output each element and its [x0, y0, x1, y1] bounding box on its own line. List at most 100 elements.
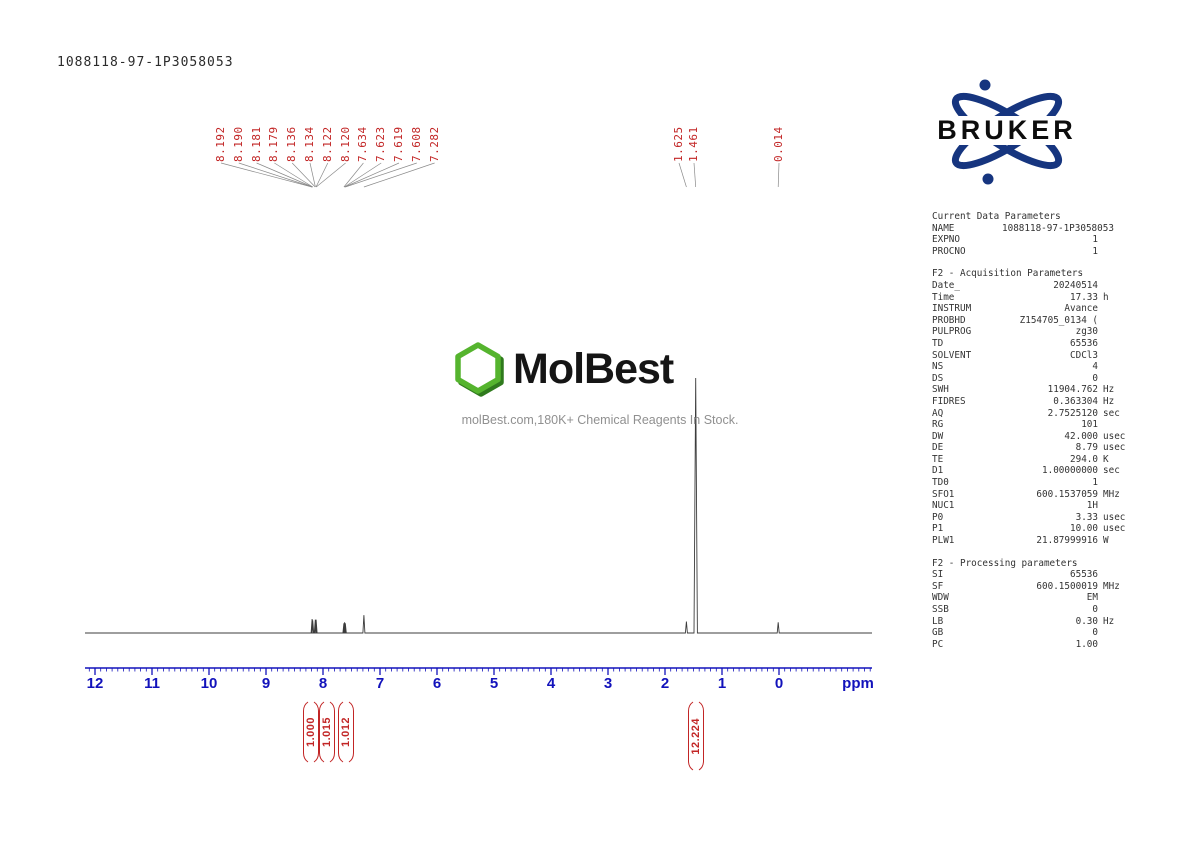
param-label: SOLVENT [932, 349, 972, 361]
param-row: DS 0 [932, 373, 1134, 385]
param-unit: K [1103, 453, 1109, 465]
axis-tick-label: 12 [86, 675, 104, 692]
peak-leader-line [343, 162, 364, 188]
bruker-dot-top [979, 79, 991, 91]
param-value: 42.000 [1064, 430, 1098, 442]
param-unit: W [1103, 535, 1109, 547]
param-value: 20240514 [1053, 279, 1098, 291]
peak-ppm-label: 8.122 [320, 126, 334, 162]
param-section: Current Data Parameters NAME 1088118-97-1P… [932, 211, 1134, 257]
param-label: FIDRES [932, 395, 966, 407]
axis-tick-label: 5 [489, 675, 499, 692]
param-unit [1098, 350, 1134, 362]
param-value: 17.33 [1070, 291, 1098, 303]
param-label: SI [932, 569, 944, 581]
axis-tick-label: 9 [261, 675, 271, 692]
peak-leader-line [309, 162, 316, 188]
integral-value: 1.000 [305, 716, 317, 748]
param-value: 1 [1092, 477, 1098, 489]
peak-ppm-label: 0.014 [772, 126, 785, 162]
param-label: PC [932, 638, 944, 650]
axis-tick-label: 11 [144, 675, 160, 692]
axis-tick-label: 6 [432, 675, 442, 692]
param-unit [1098, 419, 1134, 431]
param-row: NAME 1088118-97-1P3058053 [932, 223, 1134, 235]
param-label: DW [932, 430, 944, 442]
param-row: D1 1.00000000 sec [932, 465, 1134, 477]
param-unit: sec [1103, 465, 1120, 477]
peak-leader-line [238, 162, 313, 188]
integral-value: 1.015 [321, 716, 333, 748]
param-value: 11904.762 [1047, 384, 1098, 396]
param-row: SSB 0 [932, 604, 1134, 616]
param-unit: usec [1103, 511, 1126, 523]
param-label: P0 [932, 511, 944, 523]
param-row: LB 0.30 Hz [932, 616, 1134, 628]
param-value: 1 [1092, 234, 1098, 246]
param-unit [1098, 604, 1134, 616]
axis-tick-label: 10 [200, 675, 218, 692]
param-value: 1.00 [1075, 638, 1098, 650]
param-label: PULPROG [932, 326, 972, 338]
param-unit [1098, 246, 1134, 258]
param-label: NUC1 [932, 500, 955, 512]
param-label: Time [932, 291, 955, 303]
param-value: 101 [1081, 419, 1098, 431]
integral-bracket [338, 701, 354, 763]
integral-label: 1.000 [302, 701, 320, 763]
param-value: 1H [1086, 500, 1098, 512]
param-value: 3.33 [1075, 511, 1098, 523]
param-unit [1098, 280, 1134, 292]
axis-tick-label: 8 [318, 675, 328, 692]
peak-ppm-label: 7.282 [427, 126, 441, 162]
param-row: NUC1 1H [932, 500, 1134, 512]
param-label: Date_ [932, 279, 960, 291]
param-value: zg30 [1075, 326, 1098, 338]
param-section-title: F2 - Acquisition Parameters [932, 268, 1084, 280]
axis-tick-label: 3 [603, 675, 613, 692]
param-value: CDCl3 [1070, 349, 1098, 361]
param-unit: usec [1103, 523, 1126, 535]
param-row: TE 294.0 K [932, 454, 1134, 466]
param-row: Date_ 20240514 [932, 280, 1134, 292]
param-label: TD [932, 337, 944, 349]
param-row: DE 8.79 usec [932, 442, 1134, 454]
param-label: TE [932, 453, 944, 465]
param-label: LB [932, 615, 944, 627]
param-row: PROCNO 1 [932, 246, 1134, 258]
axis-tick-label: 0 [774, 675, 784, 692]
param-unit [1098, 500, 1134, 512]
peak-ppm-label: 7.608 [409, 126, 423, 162]
param-row: SWH 11904.762 Hz [932, 384, 1134, 396]
param-row: FIDRES 0.363304 Hz [932, 396, 1134, 408]
param-unit [1098, 361, 1134, 373]
param-unit: MHz [1103, 580, 1120, 592]
peak-ppm-label: 8.120 [338, 126, 352, 162]
param-unit: usec [1103, 442, 1126, 454]
param-value: Avance [1064, 303, 1098, 315]
param-unit [1098, 627, 1134, 639]
param-label: P1 [932, 523, 944, 535]
integral-value: 12.224 [690, 717, 702, 755]
param-unit [1098, 303, 1134, 315]
param-row: PROBHD Z154705_0134 ( [932, 315, 1134, 327]
peak-leader-line [256, 162, 313, 188]
param-value: 600.1537059 [1036, 488, 1098, 500]
bruker-logo-graphic: BRUKER [918, 79, 1096, 185]
peak-ppm-label: 8.181 [249, 126, 263, 162]
integral-label: 1.015 [318, 701, 336, 763]
param-row: TD0 1 [932, 477, 1134, 489]
param-row: WDW EM [932, 592, 1134, 604]
param-value: 10.00 [1070, 523, 1098, 535]
param-row: PLW1 21.87999916 W [932, 535, 1134, 547]
param-unit: sec [1103, 407, 1120, 419]
param-label: D1 [932, 465, 944, 477]
peak-leader-line [344, 162, 382, 188]
param-label: GB [932, 627, 944, 639]
param-value: 2.7525120 [1047, 407, 1098, 419]
peak-ppm-label: 1.625 [672, 126, 685, 162]
peak-leader-line [291, 162, 316, 188]
param-row: PULPROG zg30 [932, 326, 1134, 338]
peak-leader-line [315, 162, 329, 188]
axis-tick-label: 1 [717, 675, 727, 692]
